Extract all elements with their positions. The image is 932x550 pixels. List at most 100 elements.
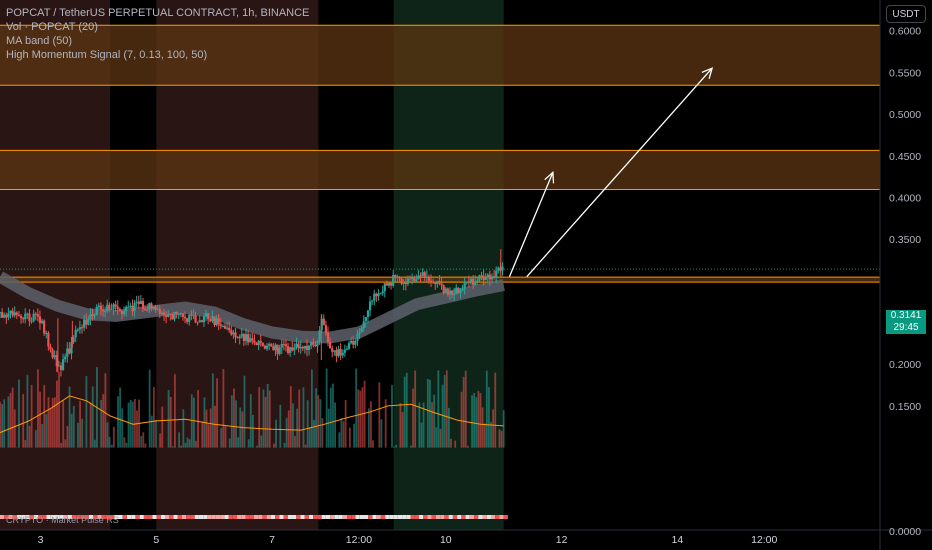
candle-body — [13, 312, 16, 316]
candle-body — [413, 276, 416, 282]
volume-bar — [490, 421, 492, 448]
candle-body — [87, 318, 90, 325]
volume-indicator-label[interactable]: Vol · POPCAT (20) — [6, 21, 98, 33]
volume-bar — [321, 418, 324, 448]
candle-body — [228, 327, 231, 331]
candle-body — [9, 310, 12, 314]
candle-body — [230, 330, 233, 335]
volume-bar — [184, 442, 187, 448]
strip-segment — [0, 515, 5, 519]
candle-body — [350, 340, 353, 344]
candle-body — [150, 303, 153, 309]
candle-body — [455, 287, 458, 295]
volume-bar — [140, 435, 143, 448]
volume-bar — [49, 408, 52, 448]
candle-body — [274, 344, 277, 351]
strip-segment — [296, 515, 301, 519]
candle-body — [484, 277, 487, 281]
candle-body — [55, 355, 58, 367]
strip-segment — [440, 515, 445, 519]
candle-body — [207, 313, 210, 320]
volume-bar — [481, 407, 484, 448]
candle-body — [139, 301, 142, 305]
strip-segment — [482, 515, 487, 519]
strip-segment — [237, 515, 242, 519]
volume-bar — [296, 408, 299, 448]
momentum-indicator-label[interactable]: High Momentum Signal (7, 0.13, 100, 50) — [6, 49, 208, 61]
volume-bar — [441, 384, 444, 448]
strip-segment — [351, 515, 356, 519]
strip-segment — [452, 515, 458, 519]
candle-body — [181, 313, 185, 317]
volume-bar — [292, 403, 294, 448]
candle-body — [61, 359, 65, 370]
strip-segment — [414, 515, 419, 519]
candle-body — [242, 334, 246, 341]
candle-body — [11, 310, 14, 316]
x-tick-label: 12:00 — [346, 534, 372, 546]
volume-bar — [133, 398, 136, 448]
volume-bar — [169, 396, 172, 448]
strip-segment — [342, 515, 348, 519]
volume-bar — [171, 446, 174, 448]
volume-bar — [13, 409, 16, 448]
x-tick-label: 5 — [153, 534, 159, 546]
candle-body — [268, 344, 271, 346]
strip-segment — [355, 515, 360, 519]
strip-segment — [139, 515, 144, 519]
volume-bar — [41, 424, 44, 448]
volume-bar — [302, 387, 305, 448]
strip-segment — [67, 515, 72, 519]
candle-body — [373, 293, 376, 301]
volume-bar — [464, 370, 467, 448]
strip-segment — [469, 515, 475, 519]
y-tick-label: 0.4000 — [889, 192, 921, 204]
ma-band-indicator-label[interactable]: MA band (50) — [6, 35, 73, 47]
volume-bar — [190, 394, 193, 448]
volume-bar — [235, 400, 237, 448]
volume-bar — [64, 439, 67, 448]
candle-body — [375, 293, 378, 297]
volume-bar — [260, 435, 263, 448]
candle-body — [444, 288, 447, 293]
strip-segment — [55, 515, 60, 519]
candle-body — [91, 314, 94, 316]
strip-segment — [63, 515, 68, 519]
strip-segment — [12, 515, 17, 519]
candle-body — [34, 313, 37, 315]
candle-body — [299, 346, 302, 349]
market-pulse-strip — [0, 515, 508, 519]
candle-body — [488, 274, 492, 280]
candle-body — [392, 274, 395, 286]
volume-bar — [0, 401, 1, 448]
strip-segment — [169, 515, 174, 519]
volume-bar — [216, 378, 218, 448]
strip-segment — [490, 515, 496, 519]
volume-bar — [24, 440, 27, 448]
candle-body — [301, 346, 304, 349]
volume-bar — [108, 437, 111, 448]
volume-bar — [251, 414, 254, 448]
volume-bar — [454, 440, 457, 448]
y-tick-label: 0.2000 — [889, 359, 921, 371]
volume-bar — [233, 388, 235, 448]
strip-segment — [224, 515, 229, 519]
strip-segment — [275, 515, 280, 519]
strip-segment — [182, 515, 187, 519]
volume-bar — [121, 408, 124, 448]
candle-body — [411, 276, 414, 280]
candle-body — [194, 315, 197, 323]
volume-bar — [30, 384, 33, 448]
strip-segment — [292, 515, 297, 519]
candle-body — [377, 293, 380, 297]
candle-body — [474, 281, 477, 285]
volume-bar — [439, 428, 442, 448]
currency-unit-button[interactable]: USDT — [886, 5, 926, 23]
candle-body — [49, 346, 52, 350]
candle-body — [360, 328, 363, 333]
strip-segment — [29, 515, 34, 519]
strip-segment — [186, 515, 191, 519]
volume-bar — [395, 445, 398, 448]
candle-body — [175, 311, 178, 315]
